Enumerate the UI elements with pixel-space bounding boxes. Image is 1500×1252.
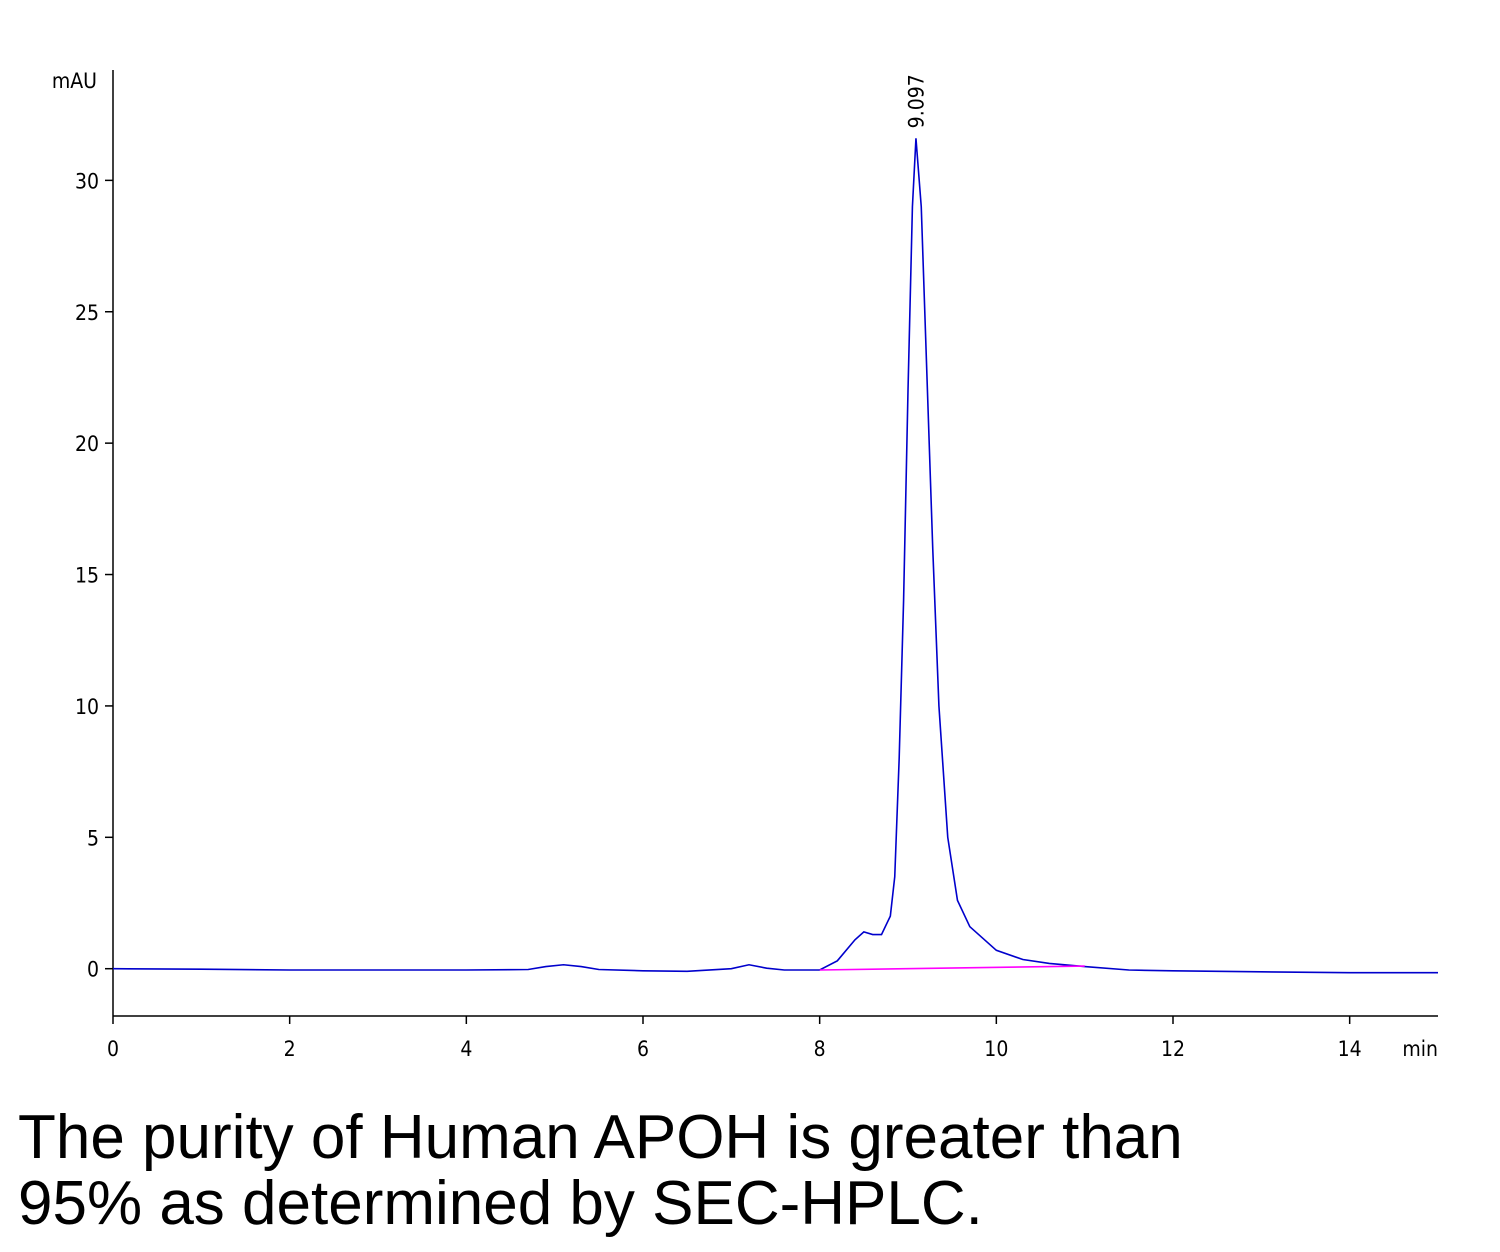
x-tick-label: 12 [1161, 1037, 1185, 1061]
chart: mAU min 0 5 10 15 20 25 30 0 2 4 6 8 10 12 14 9.097 [52, 69, 1438, 1061]
x-tick-label: 14 [1338, 1037, 1362, 1061]
caption-line: The purity of Human APOH is greater than [18, 1103, 1183, 1172]
x-tick-label: 0 [107, 1037, 119, 1061]
y-tick-label: 20 [75, 432, 99, 456]
series-line [112, 138, 1438, 974]
y-tick-label: 10 [75, 695, 99, 719]
y-tick-label: 0 [87, 958, 99, 982]
x-tick-label: 10 [984, 1037, 1008, 1061]
y-axis-unit: mAU [52, 69, 97, 93]
x-tick-label: 6 [637, 1037, 649, 1061]
y-tick-label: 25 [75, 301, 99, 325]
series-line [819, 965, 1085, 971]
x-tick-label: 4 [460, 1037, 472, 1061]
caption: The purity of Human APOH is greater than… [18, 1105, 1183, 1237]
y-tick-label: 5 [87, 826, 99, 850]
y-tick-label: 30 [75, 169, 99, 193]
x-axis-unit: min [1402, 1037, 1438, 1061]
y-tick-label: 15 [75, 564, 99, 588]
x-tick-label: 2 [284, 1037, 296, 1061]
peak-label: 9.097 [905, 74, 929, 128]
caption-line: 95% as determined by SEC-HPLC. [18, 1169, 983, 1238]
x-tick-label: 8 [814, 1037, 826, 1061]
